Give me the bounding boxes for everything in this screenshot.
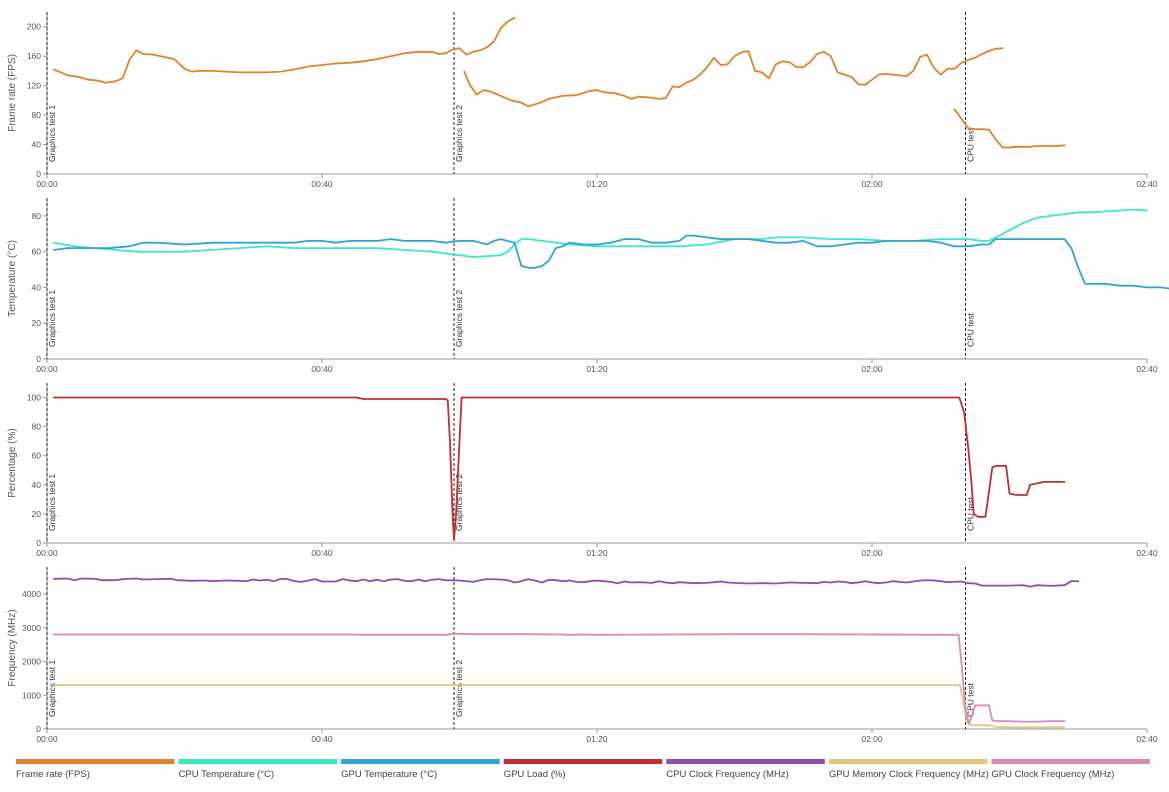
y-tick-label: 3000 (22, 623, 41, 633)
x-tick-label: 01:20 (586, 548, 608, 558)
x-tick-label: 02:40 (1136, 548, 1158, 558)
test-marker-label: Graphics test 1 (47, 290, 57, 347)
x-tick-label: 00:00 (36, 179, 58, 189)
series-line (53, 632, 1066, 725)
x-tick-label: 02:00 (861, 179, 883, 189)
series-line (53, 577, 1080, 588)
y-tick-label: 100 (27, 393, 41, 403)
test-marker-label: Graphics test 2 (454, 474, 464, 531)
legend-label: CPU Clock Frequency (MHz) (666, 769, 788, 780)
y-tick-label: 160 (27, 51, 41, 61)
legend-swatch (178, 759, 338, 764)
series-line (53, 234, 1169, 290)
y-tick-label: 40 (32, 140, 42, 150)
y-tick-label: 0 (36, 724, 41, 734)
test-marker-label: CPU test (966, 496, 976, 531)
y-axis-title: Temperature (°C) (7, 240, 18, 317)
x-tick-label: 00:40 (311, 364, 333, 374)
test-marker-label: Graphics test 1 (47, 660, 57, 717)
legend-label: CPU Temperature (°C) (179, 769, 274, 780)
x-tick-label: 02:00 (861, 364, 883, 374)
series-line (53, 208, 1148, 258)
test-marker-label: Graphics test 1 (47, 474, 57, 531)
y-tick-label: 200 (27, 22, 41, 32)
y-tick-label: 80 (32, 110, 42, 120)
y-tick-label: 60 (32, 247, 42, 257)
test-marker-label: Graphics test 1 (47, 105, 57, 162)
legend-swatch (991, 759, 1150, 764)
x-tick-label: 01:20 (586, 734, 608, 744)
x-tick-label: 00:40 (311, 734, 333, 744)
y-tick-label: 40 (32, 282, 42, 292)
x-tick-label: 00:00 (36, 364, 58, 374)
legend-swatch (828, 759, 988, 764)
test-marker-label: CPU test (966, 127, 976, 162)
y-tick-label: 2000 (22, 657, 41, 667)
y-tick-label: 0 (36, 169, 41, 179)
legend-label: Frame rate (FPS) (16, 769, 90, 780)
test-marker-label: Graphics test 2 (454, 660, 464, 717)
y-tick-label: 80 (32, 211, 42, 221)
test-marker-label: CPU test (966, 312, 976, 347)
y-axis-title: Percentage (%) (7, 428, 18, 497)
series-line (953, 108, 1066, 149)
legend-label: GPU Load (%) (504, 769, 566, 780)
test-marker-label: Graphics test 2 (454, 290, 464, 347)
x-tick-label: 02:40 (1136, 734, 1158, 744)
legend-swatch (16, 759, 175, 764)
x-tick-label: 01:20 (586, 179, 608, 189)
x-tick-label: 00:40 (311, 548, 333, 558)
series-line (53, 396, 1066, 541)
x-tick-label: 00:00 (36, 548, 58, 558)
y-axis-title: Frame rate (FPS) (7, 54, 18, 132)
legend-swatch (503, 759, 663, 764)
x-tick-label: 00:00 (36, 734, 58, 744)
test-marker-label: Graphics test 2 (454, 105, 464, 162)
x-tick-label: 02:00 (861, 734, 883, 744)
y-tick-label: 60 (32, 451, 42, 461)
legend-label: GPU Memory Clock Frequency (MHz) (829, 769, 989, 780)
y-tick-label: 4000 (22, 589, 41, 599)
legend-label: GPU Temperature (°C) (341, 769, 437, 780)
legend-swatch (341, 759, 500, 764)
y-tick-label: 40 (32, 480, 42, 490)
y-tick-label: 120 (27, 81, 41, 91)
y-tick-label: 0 (36, 354, 41, 364)
x-tick-label: 01:20 (586, 364, 608, 374)
series-line (53, 684, 1066, 729)
legend-label: GPU Clock Frequency (MHz) (991, 769, 1114, 780)
x-tick-label: 00:40 (311, 179, 333, 189)
y-tick-label: 1000 (22, 690, 41, 700)
test-marker-label: CPU test (966, 682, 976, 717)
x-tick-label: 02:40 (1136, 179, 1158, 189)
y-tick-label: 0 (36, 538, 41, 548)
series-line (463, 47, 1004, 108)
y-tick-label: 80 (32, 422, 42, 432)
y-axis-title: Frequency (MHz) (7, 609, 18, 686)
x-tick-label: 02:40 (1136, 364, 1158, 374)
x-tick-label: 02:00 (861, 548, 883, 558)
y-tick-label: 20 (32, 509, 42, 519)
series-line (53, 17, 516, 84)
y-tick-label: 20 (32, 318, 42, 328)
legend-swatch (666, 759, 825, 764)
